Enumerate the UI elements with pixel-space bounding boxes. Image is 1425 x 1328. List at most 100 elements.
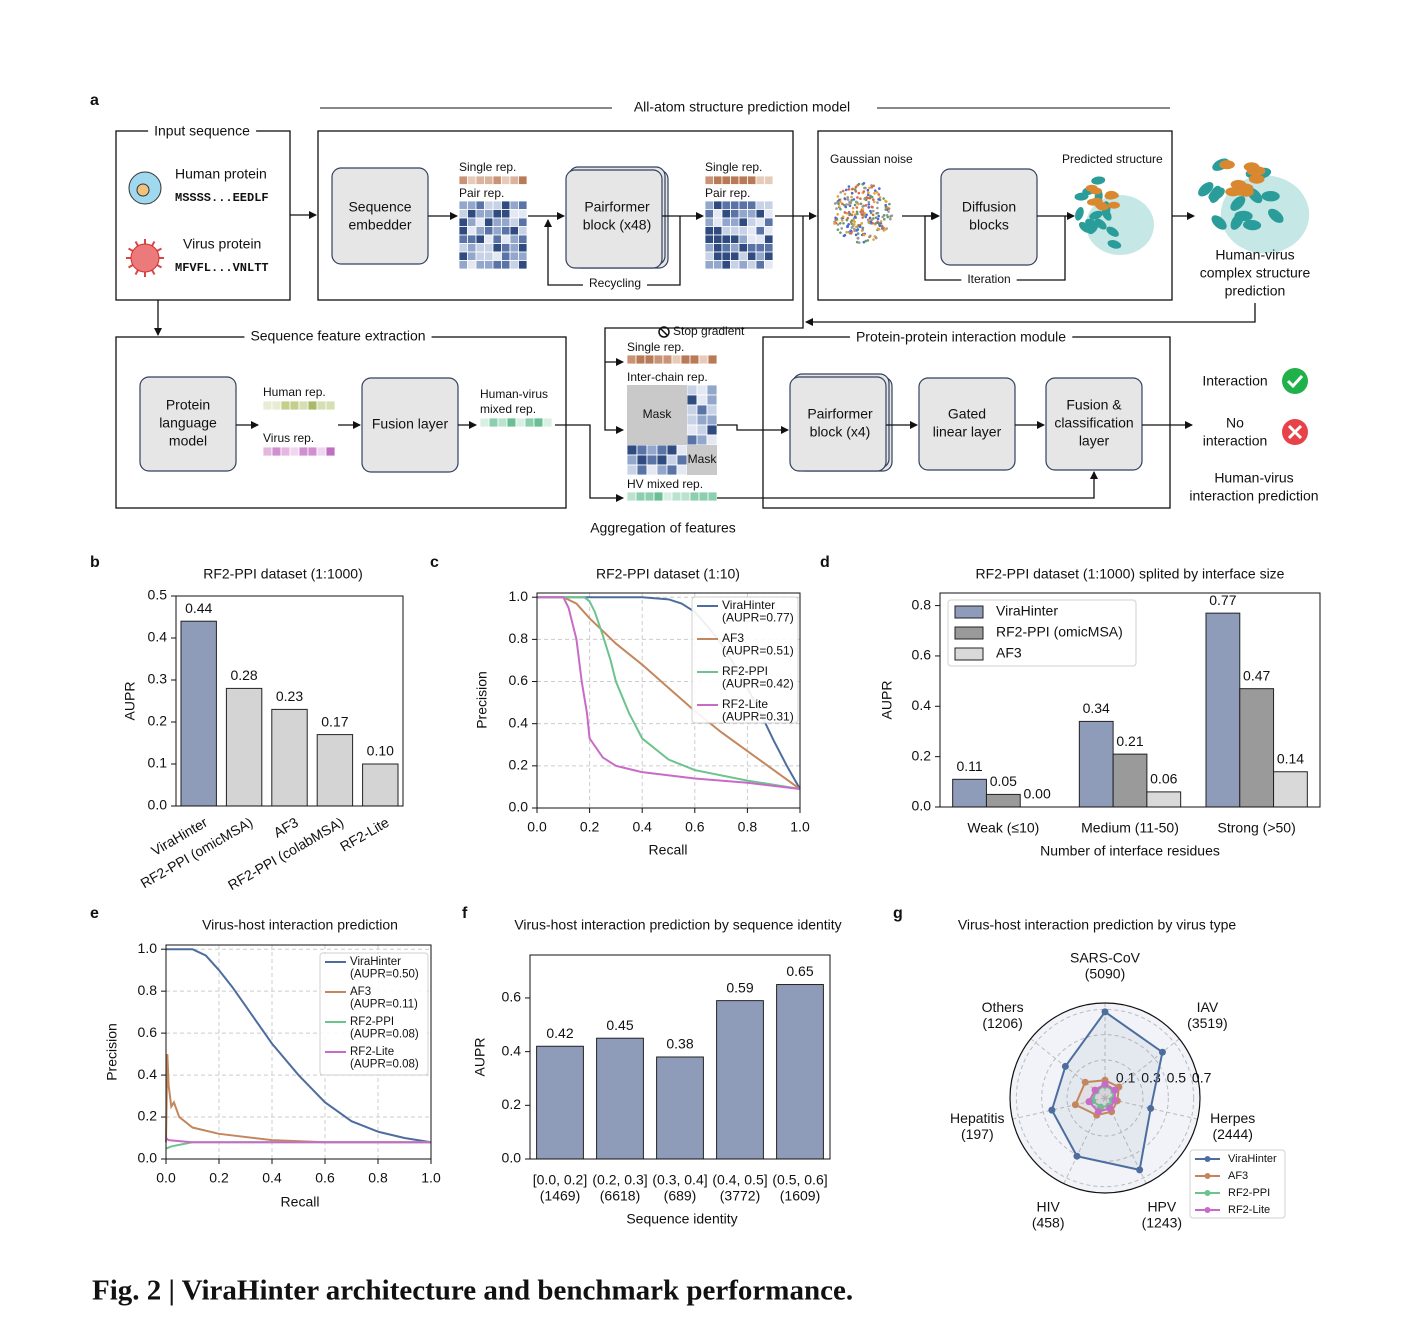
noise-dot [847, 185, 851, 188]
y-tick-label: 0.3 [148, 671, 168, 687]
rep-cell [458, 234, 468, 244]
virus-spike [151, 241, 156, 247]
rep-cell [707, 491, 718, 502]
noise-dot [866, 196, 870, 200]
protein-part [1230, 196, 1246, 211]
rep-cell [686, 414, 698, 426]
module [139, 376, 237, 472]
rep-cell [475, 251, 485, 261]
rep-cell [730, 175, 740, 185]
protein-part [1089, 210, 1103, 220]
y-tick-label: 0.0 [148, 797, 168, 813]
label: linear layer [933, 424, 1002, 440]
value-label: 0.11 [956, 758, 982, 774]
label: prediction [1225, 283, 1286, 299]
noise-dot [868, 216, 872, 220]
label: Mask [643, 407, 673, 421]
rep-cell [280, 400, 291, 411]
rep-cell [738, 200, 748, 210]
legend-swatch [954, 605, 984, 619]
rep-cell [458, 175, 468, 185]
protein-part [1268, 208, 1284, 223]
legend-label: RF2-PPI [350, 1016, 394, 1028]
label: interaction prediction [1189, 488, 1318, 504]
noise-dot [853, 229, 856, 233]
label: Pair rep. [705, 186, 750, 200]
legend-label: (AUPR=0.08) [350, 1029, 419, 1041]
series-marker [1081, 1078, 1089, 1086]
rep-cell [704, 243, 714, 253]
legend-label: (AUPR=0.08) [350, 1059, 419, 1071]
rep-cell [676, 444, 688, 456]
series-marker [1111, 1086, 1119, 1094]
noise-dot [844, 188, 848, 192]
rep-cell [458, 260, 468, 270]
noise-dot [870, 185, 874, 189]
label: Aggregation of features [590, 520, 736, 536]
y-tick-label: 0.0 [912, 798, 932, 814]
rep-cell [484, 175, 494, 185]
y-tick-label: 0.2 [509, 757, 529, 773]
noise-dot [836, 213, 839, 216]
noise-dot [867, 191, 870, 194]
protein-part [1219, 160, 1235, 170]
legend-label: AF3 [996, 645, 1022, 661]
label: Single rep. [459, 160, 516, 174]
title-gap [849, 326, 1073, 347]
legend-marker [1204, 1207, 1211, 1213]
noise-dot [851, 187, 855, 191]
x-tick-label: 0.6 [315, 1170, 335, 1186]
noise-dot [865, 213, 868, 217]
noise-dot [881, 215, 885, 219]
x-axis-label: Recall [281, 1194, 320, 1210]
noise-dot [882, 217, 886, 221]
label: No [1226, 415, 1244, 431]
rep-cell [467, 260, 477, 270]
protein-part [1242, 219, 1262, 231]
rep-cell [475, 217, 485, 227]
label: Interaction [1202, 373, 1267, 389]
y-tick-label: 0.2 [148, 713, 168, 729]
value-label: 0.77 [1209, 592, 1236, 608]
rep-cell [676, 454, 688, 466]
protein-part [1107, 201, 1120, 209]
rep-cell [467, 243, 477, 253]
rep-cell [764, 260, 774, 270]
rep-cell [646, 444, 658, 456]
rep-cell [704, 200, 714, 210]
rep-cell [635, 354, 646, 365]
rep-cell [501, 251, 511, 261]
value-label: 0.65 [786, 963, 813, 979]
legend-label: ViraHinter [1228, 1153, 1277, 1165]
rep-cell [689, 354, 700, 365]
rep-cell [467, 234, 477, 244]
noise-dot [842, 221, 845, 225]
legend-label: (AUPR=0.42) [722, 677, 794, 691]
bar [776, 984, 824, 1160]
label: classification [1054, 415, 1133, 431]
rep-cell [626, 444, 638, 456]
noise-dot [866, 188, 870, 192]
rep-cell [636, 464, 648, 476]
rep-cell [467, 217, 477, 227]
value-label: 0.34 [1083, 700, 1110, 716]
noise-dot [857, 191, 861, 195]
series-line [165, 1137, 431, 1144]
bar [656, 1056, 704, 1160]
module [565, 169, 663, 269]
bar [271, 708, 308, 807]
noise-dot [872, 184, 875, 188]
series-line [537, 596, 801, 791]
noise-dot [857, 241, 861, 244]
rep-cell [730, 217, 740, 227]
value-label: 0.38 [666, 1036, 693, 1052]
title-gap [148, 120, 257, 141]
y-tick-label: 0.8 [912, 596, 932, 612]
y-tick-label: 0.6 [502, 989, 522, 1005]
legend-label: (AUPR=0.51) [722, 644, 794, 658]
rep-cell [706, 404, 718, 416]
axes-frame [529, 954, 831, 1160]
series-line [165, 1054, 431, 1144]
y-axis-label: AUPR [122, 682, 138, 721]
